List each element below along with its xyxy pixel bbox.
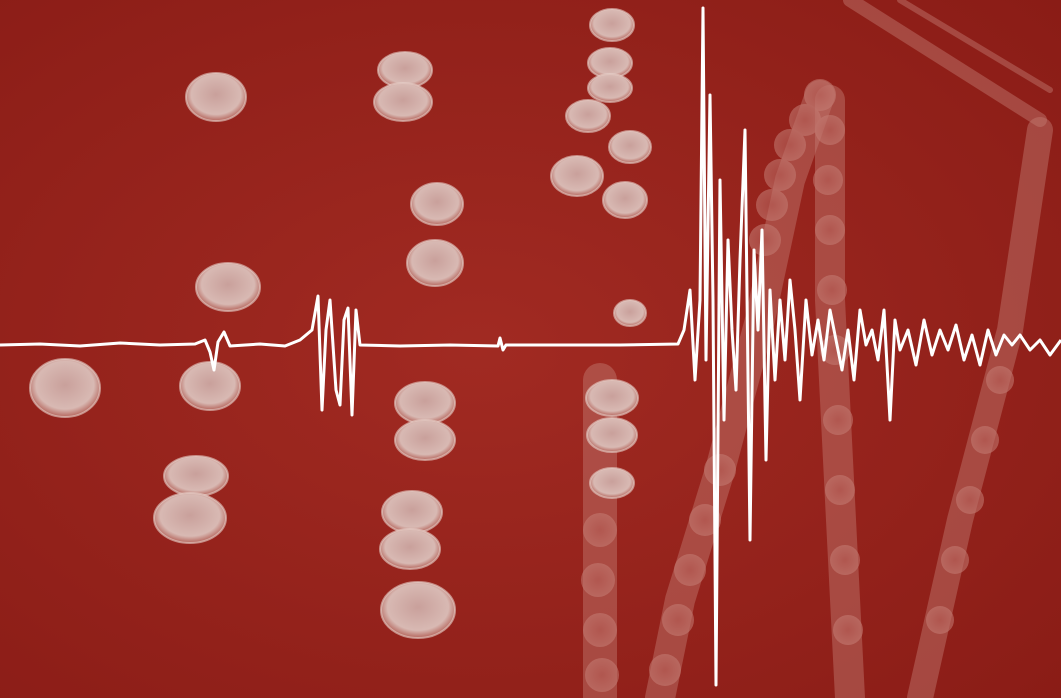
waveform [0,6,1061,687]
colonies [29,8,652,639]
faint-colonies [581,79,1014,692]
